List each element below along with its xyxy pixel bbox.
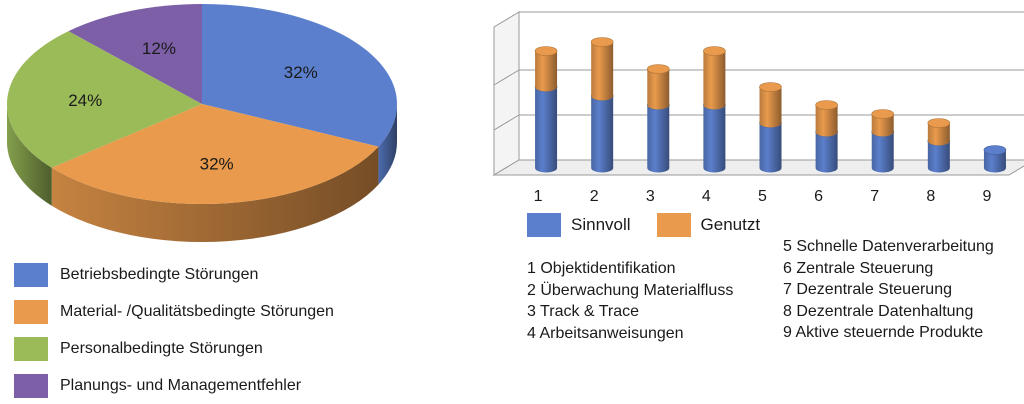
- bar-grid: [492, 11, 1024, 176]
- bar-cap-genutzt-4: [703, 46, 726, 56]
- bar-cap-genutzt-6: [815, 100, 838, 110]
- category-legend-item-7: 7 Dezentrale Steuerung: [783, 281, 952, 298]
- pie-slice-planungs-und-managementfehler: [68, 4, 203, 104]
- pie-legend-label-betriebsbedingt: Betriebsbedingte Störungen: [60, 265, 259, 283]
- pie-side-material-qualit-tsbedingte-st-rungen: [51, 146, 379, 243]
- pie-legend-label-planung: Planungs- und Managementfehler: [60, 376, 302, 394]
- pie-legend-swatch-material: [14, 299, 48, 324]
- bar-legend-swatch-genutzt: [656, 213, 691, 237]
- bar-cap-genutzt-7: [871, 109, 895, 119]
- bar-gridline-side: [493, 69, 520, 86]
- pie-chart: 32% 32% 24% 12%: [6, 4, 398, 243]
- bar-cap-genutzt-2: [590, 37, 614, 47]
- pie-label-material-qualit-tsbedingte-st-rungen: 32%: [200, 155, 234, 174]
- bar-genutzt-4: [703, 51, 726, 110]
- pie-legend-item-planung: Planungs- und Managementfehler: [14, 367, 334, 404]
- bar-genutzt-1: [535, 51, 558, 92]
- bar-sinnvoll-9: [983, 150, 1006, 173]
- bar-sinnvoll-4: [703, 105, 726, 173]
- pie-legend-swatch-personal: [14, 336, 48, 361]
- bar-genutzt-7: [871, 114, 894, 137]
- pie-slice-betriebsbedingte-st-rungen: [202, 4, 398, 147]
- bar-legend: Sinnvoll Genutzt: [527, 213, 786, 237]
- pie-legend-item-material: Material- /Qualitätsbedingte Störungen: [14, 293, 334, 330]
- x-tick-label-5: 5: [758, 188, 767, 205]
- category-legend-item-5: 5 Schnelle Datenverarbeitung: [783, 238, 994, 255]
- x-tick-label-7: 7: [870, 188, 879, 205]
- pie-slice-personalbedingte-st-rungen: [7, 31, 203, 168]
- bar-cap-genutzt-3: [646, 64, 670, 74]
- x-tick-label-1: 1: [534, 188, 543, 205]
- pie-legend: Betriebsbedingte Störungen Material- /Qu…: [14, 256, 334, 404]
- category-legend-item-9: 9 Aktive steuernde Produkte: [783, 324, 984, 341]
- x-tick-label-9: 9: [982, 188, 991, 205]
- category-legend-item-1: 1 Objektidentifikation: [527, 260, 676, 277]
- bar-genutzt-5: [759, 87, 782, 128]
- pie-legend-swatch-betriebsbedingt: [14, 262, 48, 287]
- bar-sinnvoll-6: [815, 132, 838, 173]
- pie-legend-item-betriebsbedingt: Betriebsbedingte Störungen: [14, 256, 334, 293]
- x-tick-label-6: 6: [814, 188, 823, 205]
- pie-side-personalbedingte-st-rungen: [6, 104, 52, 206]
- bar-genutzt-3: [647, 69, 670, 110]
- bar-genutzt-8: [927, 123, 950, 146]
- bar-cap-genutzt-5: [759, 82, 782, 92]
- category-legend-item-8: 8 Dezentrale Datenhaltung: [783, 302, 974, 320]
- bar-sinnvoll-2: [591, 96, 614, 173]
- bar-sinnvoll-7: [871, 132, 894, 173]
- pie-legend-label-material: Material- /Qualitätsbedingte Störungen: [60, 302, 334, 320]
- pie-legend-label-personal: Personalbedingte Störungen: [60, 339, 263, 357]
- bar-sinnvoll-3: [647, 105, 670, 173]
- pie-legend-item-personal: Personalbedingte Störungen: [14, 330, 334, 367]
- bar-sinnvoll-5: [759, 123, 782, 173]
- category-legend-item-4: 4 Arbeitsanweisungen: [527, 324, 684, 342]
- bar-sinnvoll-8: [927, 141, 950, 173]
- x-tick-label-8: 8: [926, 188, 935, 205]
- pie-label-personalbedingte-st-rungen: 24%: [68, 91, 102, 110]
- bar-gridline-side: [493, 114, 520, 131]
- bar-legend-swatch-sinnvoll: [527, 213, 561, 237]
- bar-cap-sinnvoll-9: [983, 145, 1007, 155]
- category-legend-right: 5 Schnelle Datenverarbeitung 6 Zentrale …: [783, 236, 994, 344]
- bar-legend-label-sinnvoll: Sinnvoll: [571, 215, 631, 234]
- bar-genutzt-2: [591, 42, 614, 101]
- pie-label-betriebsbedingte-st-rungen: 32%: [284, 63, 318, 82]
- x-tick-label-4: 4: [702, 188, 711, 205]
- category-legend-item-3: 3 Track & Trace: [527, 303, 640, 320]
- bar-genutzt-6: [815, 105, 838, 137]
- bar-columns: [534, 37, 1007, 173]
- bar-sinnvoll-1: [535, 87, 558, 173]
- pie-side-faces: [6, 104, 397, 243]
- bar-cap-genutzt-1: [534, 46, 558, 56]
- bar-side-wall: [493, 11, 520, 176]
- pie-legend-swatch-planung: [14, 373, 48, 398]
- bar-cap-genutzt-8: [927, 118, 951, 128]
- pie-label-planungs-und-managementfehler: 12%: [142, 39, 176, 58]
- category-legend-left: 1 Objektidentifikation 2 Überwachung Mat…: [527, 258, 733, 344]
- category-legend-item-6: 6 Zentrale Steuerung: [783, 259, 934, 277]
- pie-slice-material-qualit-tsbedingte-st-rungen: [51, 104, 379, 205]
- x-tick-label-3: 3: [646, 188, 655, 205]
- x-tick-label-2: 2: [590, 188, 599, 205]
- bar-chart: 1 2 3 4 5 6 7 8 9: [492, 11, 1024, 205]
- pie-side-betriebsbedingte-st-rungen: [378, 104, 397, 185]
- category-legend-item-2: 2 Überwachung Materialfluss: [527, 281, 734, 299]
- bar-legend-label-genutzt: Genutzt: [700, 215, 761, 234]
